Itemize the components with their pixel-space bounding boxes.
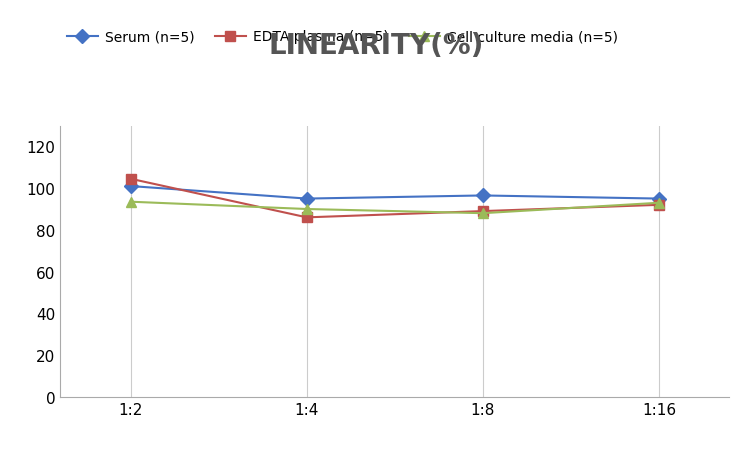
Line: Cell culture media (n=5): Cell culture media (n=5) — [126, 198, 664, 219]
Serum (n=5) — [654, 197, 663, 202]
Cell culture media (n=5) — [126, 199, 135, 205]
Cell culture media (n=5) — [302, 207, 311, 212]
Serum (n=5) — [126, 184, 135, 189]
EDTA plasma (n=5) — [654, 202, 663, 208]
EDTA plasma (n=5) — [478, 209, 487, 214]
Text: LINEARITY(%): LINEARITY(%) — [268, 32, 484, 60]
EDTA plasma (n=5) — [302, 215, 311, 221]
Line: Serum (n=5): Serum (n=5) — [126, 182, 664, 204]
Legend: Serum (n=5), EDTA plasma (n=5), Cell culture media (n=5): Serum (n=5), EDTA plasma (n=5), Cell cul… — [67, 30, 617, 44]
Cell culture media (n=5) — [478, 211, 487, 216]
Serum (n=5) — [478, 193, 487, 199]
Line: EDTA plasma (n=5): EDTA plasma (n=5) — [126, 175, 664, 223]
Cell culture media (n=5) — [654, 201, 663, 206]
Serum (n=5) — [302, 197, 311, 202]
EDTA plasma (n=5) — [126, 177, 135, 182]
